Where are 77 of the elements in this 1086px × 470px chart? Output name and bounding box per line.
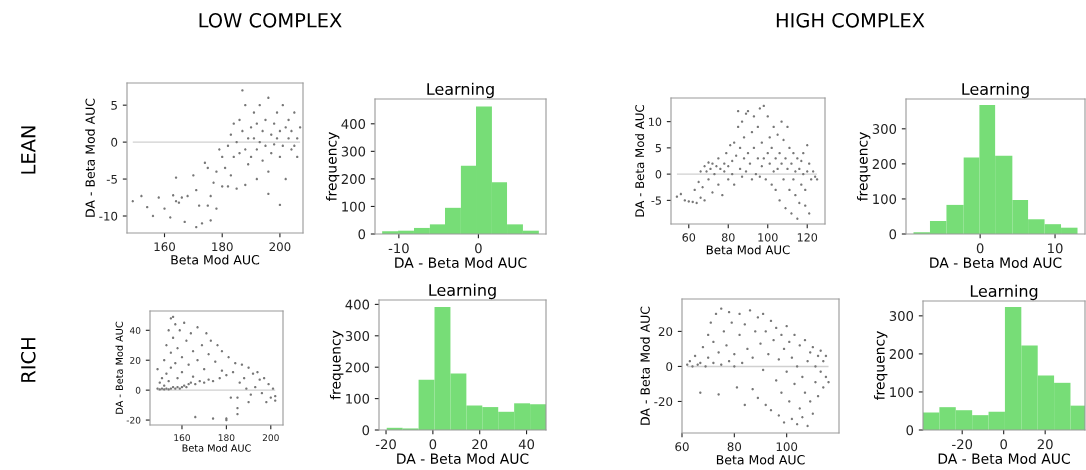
text: LOW COMPLEX <box>199 12 342 28</box>
x-tick-label: 200 <box>269 242 291 252</box>
x-tick-label: 120 <box>797 233 818 242</box>
y-axis-title: DA - Beta Mod AUC <box>640 306 650 425</box>
y-axis-title: DA - Beta Mod AUC <box>635 104 645 217</box>
y-tick-label: 20 <box>658 327 673 337</box>
x-tick-label: -20 <box>952 439 973 450</box>
y-tick-label: 20 <box>130 356 141 364</box>
y-tick-label: -5 <box>106 174 117 184</box>
y-tick-label: 0 <box>135 386 141 394</box>
chart-title: Learning <box>427 82 494 99</box>
y-tick-label: 100 <box>873 194 897 205</box>
x-tick-label: 160 <box>154 242 175 252</box>
y-tick-label: 200 <box>341 174 366 185</box>
x-tick-label: 0 <box>976 243 984 254</box>
x-tick-label: 80 <box>721 233 735 242</box>
x-tick-label: -20 <box>375 439 396 450</box>
x-tick-label: 100 <box>758 233 778 242</box>
x-tick-label: 40 <box>518 439 535 450</box>
y-axis-title: frequency <box>329 330 344 400</box>
y-tick-label: 0 <box>111 137 118 147</box>
y-tick-label: 100 <box>342 201 366 212</box>
y-tick-label: 200 <box>872 159 897 170</box>
x-tick-label: 200 <box>262 434 279 442</box>
y-tick-label: 400 <box>345 299 370 310</box>
y-axis-title: DA - Beta Mod AUC <box>85 98 95 217</box>
text: RICH <box>20 338 36 382</box>
y-tick-label: 300 <box>889 311 914 322</box>
x-tick-label: 10 <box>1048 243 1063 254</box>
y-tick-label: 5 <box>655 144 661 153</box>
y-tick-label: 300 <box>341 146 366 157</box>
chart-title: Learning <box>429 283 496 300</box>
y-tick-label: 300 <box>345 331 370 341</box>
x-tick-label: 0 <box>1000 439 1008 450</box>
y-tick-label: -20 <box>126 416 141 424</box>
y-tick-label: 400 <box>341 119 366 129</box>
text: LEAN <box>21 126 36 174</box>
x-tick-label: 20 <box>1037 439 1053 450</box>
chart-title: Learning <box>970 284 1038 301</box>
x-tick-label: 0 <box>429 439 437 450</box>
y-axis-title: frequency <box>856 132 871 202</box>
x-axis-title: DA - Beta Mod AUC <box>930 257 1062 268</box>
y-tick-label: 0 <box>655 170 662 179</box>
x-tick-label: 180 <box>212 242 233 252</box>
x-axis-title: DA - Beta Mod AUC <box>397 453 529 464</box>
y-tick-label: -10 <box>99 211 118 221</box>
x-tick-label: 60 <box>675 442 689 452</box>
x-tick-label: 20 <box>472 439 488 450</box>
y-tick-label: 200 <box>889 349 914 360</box>
x-axis-title: Beta Mod AUC <box>182 444 251 452</box>
x-tick-label: 0 <box>475 243 482 254</box>
x-axis-title: DA - Beta Mod AUC <box>938 453 1070 464</box>
x-tick-label: 180 <box>218 434 235 442</box>
y-tick-label: 300 <box>872 124 897 135</box>
x-axis-title: DA - Beta Mod AUC <box>395 257 527 268</box>
x-tick-label: -10 <box>388 243 409 254</box>
y-tick-label: 100 <box>346 393 370 404</box>
y-tick-label: 10 <box>649 117 662 126</box>
y-axis-title: frequency <box>873 331 888 401</box>
x-tick-label: 100 <box>776 442 798 452</box>
x-axis-title: Beta Mod AUC <box>716 454 805 465</box>
y-axis-title: DA - Beta Mod AUC <box>115 321 123 414</box>
y-tick-label: 5 <box>111 101 117 110</box>
y-axis-title: frequency <box>325 132 340 202</box>
y-tick-label: 40 <box>129 327 141 334</box>
y-tick-label: -20 <box>654 397 673 407</box>
x-tick-label: 60 <box>682 233 696 242</box>
y-tick-label: -5 <box>651 196 661 205</box>
y-tick-label: 0 <box>666 362 673 372</box>
x-axis-title: Beta Mod AUC <box>706 245 790 255</box>
x-axis-title: Beta Mod AUC <box>171 254 260 265</box>
y-tick-label: 100 <box>890 387 914 398</box>
y-tick-label: 200 <box>345 362 370 373</box>
x-tick-label: 80 <box>727 442 742 452</box>
x-tick-label: 160 <box>174 434 190 442</box>
text: HIGH COMPLEX <box>776 12 925 28</box>
chart-title: Learning <box>962 82 1029 99</box>
